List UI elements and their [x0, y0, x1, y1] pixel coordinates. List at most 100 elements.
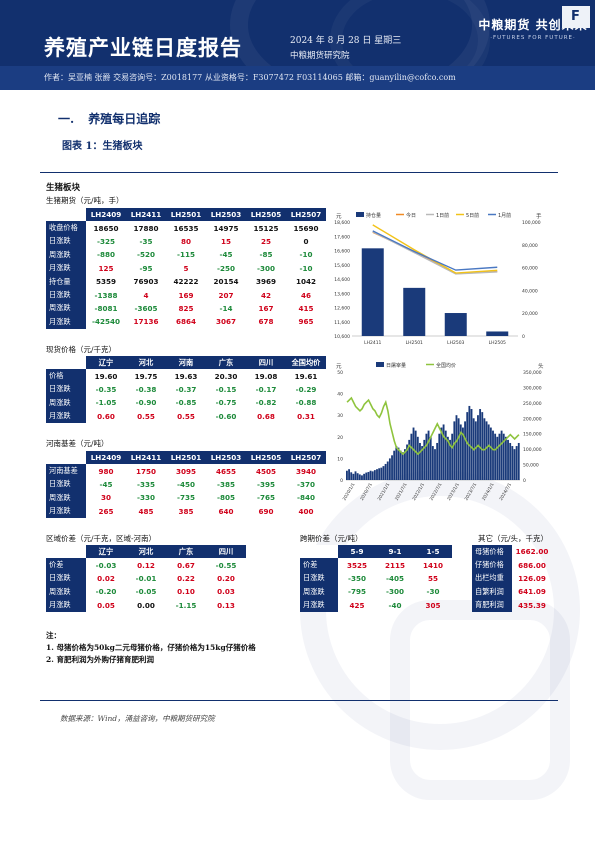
table-cell: 1410	[422, 560, 443, 570]
slaughter-bar	[393, 450, 396, 480]
x-tick-label: 2021/1/1	[376, 482, 391, 502]
table-cell: 3940	[295, 466, 316, 476]
table-header-row: 辽宁 河北 河南 广东 四川 全国均价	[46, 356, 326, 370]
table-cell: 19.61	[294, 371, 318, 381]
y-right-tick: 20,000	[522, 311, 538, 317]
table-cell: -735	[177, 493, 195, 503]
row-label: 河南基差	[46, 464, 86, 478]
table-cell: -3605	[134, 303, 158, 313]
slaughter-bar	[350, 472, 353, 480]
table-cell: 55	[427, 573, 438, 583]
slaughter-bar	[511, 446, 514, 480]
futures-curve-chart: 持仓量 今日 1日前 5日前 1月前 元 手 10,600 11,600 12,600 13,600…	[334, 212, 542, 346]
table-cell: -35	[139, 236, 153, 246]
column-header: LH2503	[206, 451, 246, 465]
table-cell: -395	[257, 479, 275, 489]
column-header: LH2411	[126, 451, 166, 465]
futures-table: LH2409 LH2411 LH2501 LH2503 LH2505 LH2507 收盘价格…	[46, 208, 326, 329]
column-header: LH2411	[126, 208, 166, 222]
column-header: 5-9	[338, 545, 376, 559]
table-cell: 965	[298, 317, 314, 327]
table-header-row: LH2409 LH2411 LH2501 LH2503 LH2505 LH2507	[46, 451, 326, 465]
y-right-tick: 100,000	[523, 447, 542, 453]
section-title: 养殖每日追踪	[88, 112, 161, 126]
column-header: 1-5	[414, 545, 452, 559]
table-cell: -10	[299, 263, 313, 273]
futures-curve-line	[372, 230, 498, 271]
slaughter-bar	[410, 433, 413, 480]
table-row: 日涨跌 0.02 -0.01 0.22 0.20	[46, 571, 246, 586]
slaughter-price-chart: 日屠宰量 全国均价 元 头 0 10 20 30 40 50 0 50,000 100,000 150,0…	[336, 362, 544, 502]
row-label: 月涨跌	[46, 261, 86, 275]
column-header: LH2409	[86, 451, 126, 465]
table-cell: -0.88	[295, 398, 317, 408]
table-cell: -0.17	[255, 384, 277, 394]
table-cell: 20.30	[214, 371, 238, 381]
table-cell: -350	[348, 573, 366, 583]
table-row: 周涨跌 -0.20 -0.05 0.10 0.03	[46, 585, 246, 599]
y-left-tick: 15,600	[334, 263, 350, 269]
slaughter-bar	[429, 436, 432, 480]
slaughter-bar	[489, 427, 492, 480]
x-tick-label: 2022/7/1	[429, 482, 444, 502]
table-row: 河南基差 980 1750 3095 4655 4505 3940	[46, 464, 326, 478]
report-institute: 中粮期货研究院	[290, 51, 350, 61]
notes-title: 注：	[46, 631, 61, 640]
figure-title: 图表 1：生猪板块	[62, 141, 143, 152]
row-label: 周涨跌	[46, 248, 86, 262]
header-blank-cell	[300, 545, 338, 559]
slaughter-bar	[440, 427, 443, 480]
slaughter-bar	[498, 433, 501, 480]
x-tick-label: LH2411	[364, 340, 381, 346]
table-cell: 415	[298, 303, 314, 313]
table-row: 月涨跌 425 -40 305	[300, 598, 452, 612]
column-header: 辽宁	[86, 356, 126, 370]
table-cell: 0.03	[217, 587, 235, 597]
slaughter-bar	[380, 467, 383, 480]
table-cell: -45	[99, 479, 113, 489]
header-blank-cell	[46, 545, 86, 559]
slaughter-bar	[438, 433, 441, 480]
table-cell: 0.60	[97, 411, 115, 421]
authors-line: 作者：吴亚楠 张爵 交易咨询号：Z0018177 从业资格号：F3077472 …	[44, 73, 456, 82]
table-row: 月涨跌 0.60 0.55 0.55 -0.60 0.68 0.31	[46, 409, 326, 423]
slaughter-bar	[376, 469, 378, 480]
table-cell: 435.39	[518, 600, 546, 610]
table-row: 周涨跌 -1.05 -0.90 -0.85 -0.75 -0.82 -0.88	[46, 396, 326, 410]
slaughter-bar	[457, 418, 460, 480]
table-cell: -0.90	[135, 398, 157, 408]
table-row: 月涨跌 0.05 0.00 -1.15 0.13	[46, 598, 246, 612]
table-row: 持仓量 5359 76903 42222 20154 3969 1042	[46, 274, 326, 289]
table-cell: 2115	[384, 560, 405, 570]
column-header: LH2505	[246, 208, 286, 222]
slaughter-bar	[434, 449, 436, 480]
data-source: 数据来源：Wind，涌益咨询，中粮期货研究院	[60, 714, 215, 723]
table-cell: -0.01	[135, 573, 157, 583]
table-cell: 19.63	[174, 371, 198, 381]
table-cell: 4	[143, 290, 149, 300]
x-tick-label: 2024/7/1	[498, 482, 513, 502]
column-header: 四川	[206, 545, 246, 559]
slaughter-bar	[356, 473, 359, 480]
column-header: 河北	[126, 545, 166, 559]
slaughter-bar	[487, 424, 490, 480]
table-cell: 19.60	[94, 371, 118, 381]
table-cell: 207	[218, 290, 234, 300]
table-row: 周涨跌 30 -330 -735 -805 -765 -840	[46, 491, 326, 505]
row-label: 月涨跌	[46, 598, 86, 612]
y-left-tick: 17,600	[334, 234, 350, 240]
open-interest-bar	[486, 331, 509, 336]
table-cell: 17880	[133, 223, 159, 233]
x-tick-label: LH2505	[489, 340, 506, 346]
legend-label: 1日前	[436, 212, 449, 219]
table-cell: 19.75	[134, 371, 158, 381]
region-table-label: 区域价差（元/千克，区域-河南）	[46, 534, 157, 543]
table-row: 日涨跌 -45 -335 -450 -385 -395 -370	[46, 477, 326, 492]
slaughter-bar	[363, 473, 366, 480]
brand-block: 中粮期货 共创未来 ·FUTURES FOR FUTURE·	[478, 16, 588, 41]
table-cell: 6864	[175, 317, 196, 327]
legend-label: 1月前	[498, 212, 511, 219]
slaughter-bar	[509, 442, 512, 480]
x-tick-label: 2022/1/1	[411, 482, 426, 502]
company-logo: F	[562, 6, 590, 28]
